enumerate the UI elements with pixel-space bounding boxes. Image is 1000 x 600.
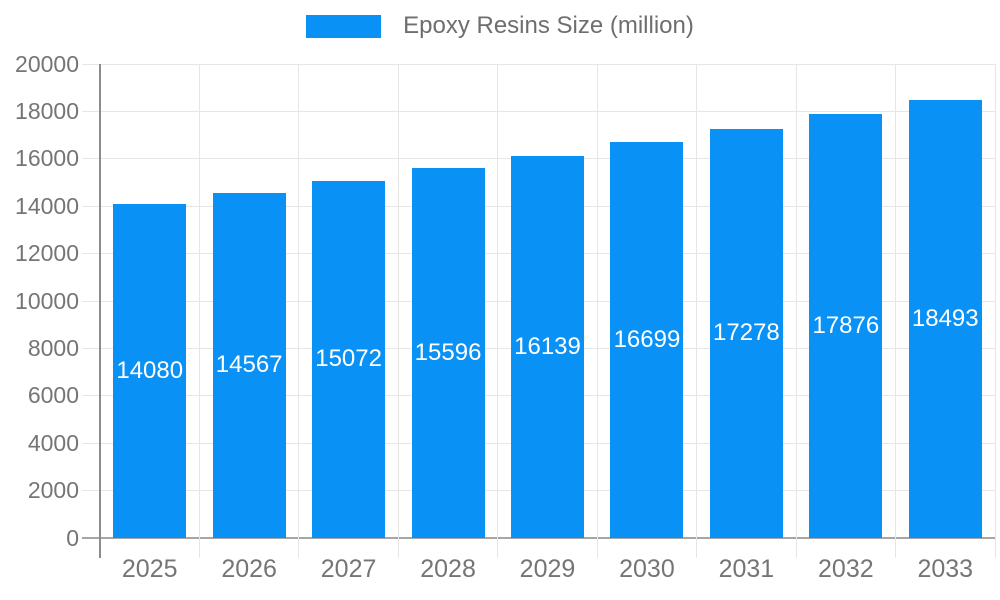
x-gridline [198, 64, 200, 558]
bar[interactable] [511, 155, 584, 538]
x-axis-tick-label: 2028 [420, 555, 476, 583]
y-axis-tick-label: 18000 [15, 97, 79, 124]
y-axis-tick-label: 10000 [15, 287, 79, 314]
bar[interactable] [809, 114, 883, 538]
x-axis-tick-label: 2029 [519, 555, 576, 583]
y-axis-tick-label: 8000 [27, 334, 79, 361]
legend-label: Epoxy Resins Size (million) [403, 12, 694, 39]
x-axis-tick-label: 2031 [718, 555, 775, 583]
x-gridline [994, 64, 996, 558]
bar[interactable] [113, 204, 187, 538]
x-gridline [397, 64, 399, 558]
y-axis-tick-label: 2000 [27, 477, 79, 504]
bar[interactable] [212, 192, 286, 538]
bar[interactable] [908, 99, 982, 538]
x-axis-tick-label: 2026 [221, 555, 277, 583]
x-gridline [795, 64, 797, 558]
bar[interactable] [312, 180, 386, 538]
x-gridline [497, 64, 499, 558]
y-axis-tick-label: 20000 [15, 50, 79, 77]
y-axis-line [99, 64, 101, 558]
y-axis-tick-label: 4000 [27, 429, 79, 456]
legend-item[interactable]: Epoxy Resins Size (million) [0, 12, 1000, 40]
x-axis-line [82, 537, 995, 539]
x-axis-tick-label: 2033 [917, 555, 974, 583]
y-axis-tick-label: 14000 [15, 192, 79, 219]
x-axis-tick-label: 2027 [320, 555, 377, 583]
bar[interactable] [610, 142, 684, 538]
y-axis-tick-label: 0 [66, 524, 79, 551]
y-gridline [82, 110, 995, 112]
x-gridline [596, 64, 598, 558]
x-axis-tick-label: 2025 [121, 555, 178, 583]
legend-swatch [306, 14, 382, 38]
x-axis-tick-label: 2032 [818, 555, 874, 583]
x-gridline [696, 64, 698, 558]
bar[interactable] [709, 128, 783, 538]
y-axis-tick-label: 12000 [15, 240, 79, 267]
y-axis-tick-label: 16000 [15, 145, 79, 172]
x-gridline [298, 64, 300, 558]
x-gridline [895, 64, 897, 558]
y-axis-tick-label: 6000 [27, 382, 79, 409]
y-gridline [82, 63, 995, 65]
x-axis-tick-label: 2030 [619, 555, 675, 583]
bar[interactable] [411, 168, 485, 538]
